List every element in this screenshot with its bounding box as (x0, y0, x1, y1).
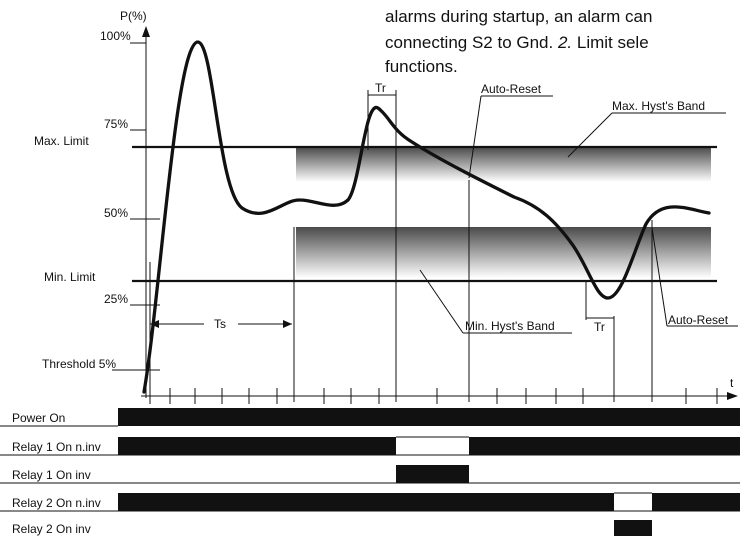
min-hyst-band (296, 227, 711, 278)
relay1-ninv-high-2 (469, 437, 740, 455)
relay-label-relay1-ninv: Relay 1 On n.inv (12, 440, 101, 454)
auto-reset-label-2: Auto-Reset (668, 313, 729, 327)
min-limit-label: Min. Limit (44, 270, 96, 284)
relay1-inv-high (396, 465, 469, 483)
tick-75: 75% (104, 117, 128, 131)
relay-label-relay1-inv: Relay 1 On inv (12, 468, 91, 482)
relay2-ninv-high-2 (652, 493, 740, 511)
power-on-high (118, 408, 740, 426)
paragraph-line-1: alarms during startup, an alarm can (385, 7, 652, 26)
max-hyst-band-label: Max. Hyst's Band (612, 99, 705, 113)
relay2-ninv-high-1 (118, 493, 614, 511)
tick-50: 50% (104, 206, 128, 220)
relay-timing: Power On Relay 1 On n.inv Relay 1 On inv… (0, 408, 740, 536)
ts-label: Ts (214, 317, 226, 331)
signal-curve (142, 40, 711, 394)
relay-label-relay2-ninv: Relay 2 On n.inv (12, 496, 101, 510)
tr-label-2: Tr (594, 320, 605, 334)
paragraph-line-3: functions. (385, 57, 458, 76)
paragraph-line-2: connecting S2 to Gnd. 2. Limit sele (385, 33, 649, 52)
y-axis-label: P(%) (120, 9, 147, 23)
max-hyst-leader (567, 112, 613, 158)
x-axis-arrow (727, 392, 738, 400)
min-hyst-leader (419, 269, 464, 334)
max-hyst-band (296, 147, 711, 182)
y-axis-arrow (142, 26, 150, 37)
tr-label-1: Tr (375, 81, 386, 95)
tick-100: 100% (100, 29, 131, 43)
auto-reset-label-1: Auto-Reset (481, 82, 542, 96)
relay2-inv-high (614, 520, 652, 536)
x-axis-label: t (730, 376, 734, 390)
auto-reset-leader-2 (651, 227, 668, 327)
min-hyst-band-label: Min. Hyst's Band (465, 319, 555, 333)
relay-label-relay2-inv: Relay 2 On inv (12, 522, 91, 536)
x-axis-ticks (149, 388, 718, 404)
relay1-ninv-high-1 (118, 437, 396, 455)
relay-label-power-on: Power On (12, 411, 65, 425)
threshold-label: Threshold 5% (42, 357, 116, 371)
auto-reset-leader-1 (468, 95, 482, 179)
max-limit-label: Max. Limit (34, 134, 89, 148)
tick-25: 25% (104, 292, 128, 306)
